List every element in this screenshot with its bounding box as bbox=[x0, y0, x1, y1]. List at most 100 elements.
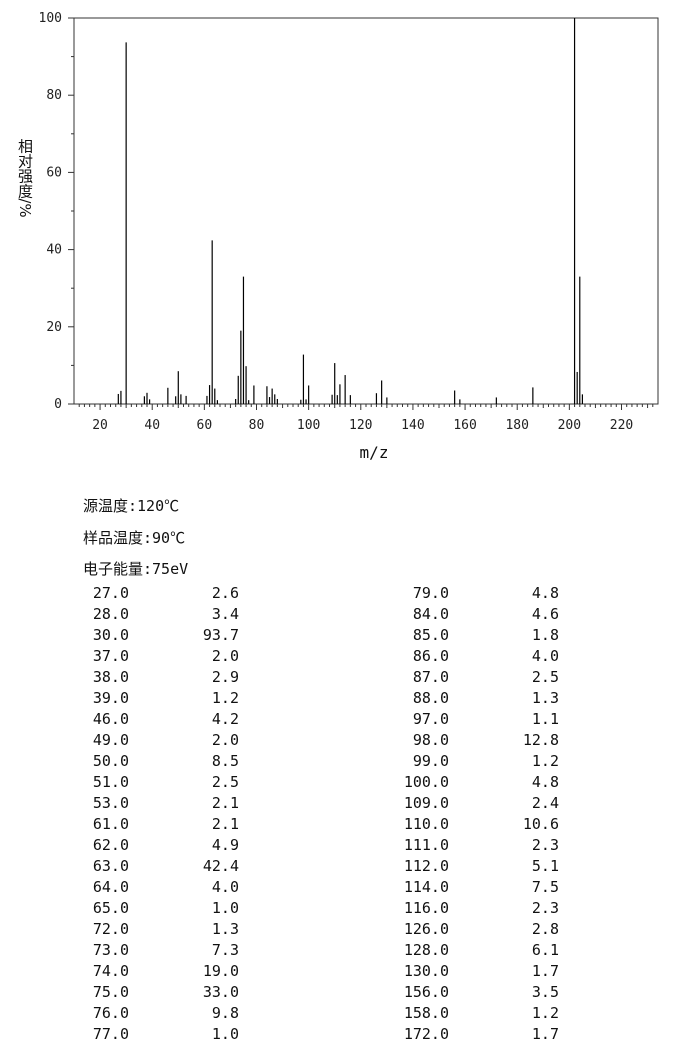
x-tick-label: 20 bbox=[92, 418, 108, 433]
intensity-cell: 6.1 bbox=[531, 941, 559, 959]
mz-cell: 110.0 bbox=[403, 815, 449, 833]
x-tick-label: 140 bbox=[401, 418, 424, 433]
mz-cell: 61.0 bbox=[92, 815, 129, 833]
intensity-cell: 2.1 bbox=[211, 794, 239, 812]
x-tick-label: 220 bbox=[610, 418, 633, 433]
intensity-cell: 4.2 bbox=[211, 710, 239, 728]
mz-cell: 49.0 bbox=[92, 731, 129, 749]
table-row: 65.0 1.0 116.0 2.3 bbox=[0, 897, 687, 918]
mz-cell: 72.0 bbox=[92, 920, 129, 938]
mz-cell: 76.0 bbox=[92, 1004, 129, 1022]
table-row: 38.0 2.9 87.0 2.5 bbox=[0, 666, 687, 687]
table-row: 51.0 2.5 100.0 4.8 bbox=[0, 771, 687, 792]
source-temperature: 源温度:120℃ bbox=[83, 497, 180, 515]
mz-cell: 128.0 bbox=[403, 941, 449, 959]
peak-table: 27.0 2.6 79.0 4.8 28.0 3.4 84.0 4.6 30.0 93.7 85.0… bbox=[0, 582, 687, 1044]
intensity-cell: 2.9 bbox=[211, 668, 239, 686]
table-row: 39.0 1.2 88.0 1.3 bbox=[0, 687, 687, 708]
mz-cell: 156.0 bbox=[403, 983, 449, 1001]
peak-bars bbox=[117, 18, 583, 404]
intensity-cell: 12.8 bbox=[522, 731, 559, 749]
mz-cell: 77.0 bbox=[92, 1025, 129, 1043]
intensity-cell: 1.1 bbox=[531, 710, 559, 728]
mz-cell: 86.0 bbox=[412, 647, 449, 665]
y-axis-label: 相对强度/% bbox=[16, 138, 34, 217]
mz-cell: 97.0 bbox=[412, 710, 449, 728]
intensity-cell: 19.0 bbox=[202, 962, 239, 980]
table-row: 63.0 42.4 112.0 5.1 bbox=[0, 855, 687, 876]
mz-cell: 158.0 bbox=[403, 1004, 449, 1022]
mz-cell: 84.0 bbox=[412, 605, 449, 623]
y-tick-label: 80 bbox=[46, 88, 62, 103]
sample-temperature: 样品温度:90℃ bbox=[83, 529, 186, 547]
mz-cell: 99.0 bbox=[412, 752, 449, 770]
mz-cell: 109.0 bbox=[403, 794, 449, 812]
intensity-cell: 7.5 bbox=[531, 878, 559, 896]
intensity-cell: 2.4 bbox=[531, 794, 559, 812]
mz-cell: 65.0 bbox=[92, 899, 129, 917]
intensity-cell: 1.7 bbox=[531, 1025, 559, 1043]
mz-cell: 53.0 bbox=[92, 794, 129, 812]
intensity-cell: 4.8 bbox=[531, 773, 559, 791]
plot-frame bbox=[73, 17, 659, 405]
intensity-cell: 1.3 bbox=[211, 920, 239, 938]
table-row: 73.0 7.3 128.0 6.1 bbox=[0, 939, 687, 960]
table-row: 72.0 1.3 126.0 2.8 bbox=[0, 918, 687, 939]
intensity-cell: 8.5 bbox=[211, 752, 239, 770]
x-tick-label: 200 bbox=[558, 418, 581, 433]
x-axis-label: m/z bbox=[360, 443, 389, 462]
mz-cell: 98.0 bbox=[412, 731, 449, 749]
y-tick-label: 20 bbox=[46, 320, 62, 335]
intensity-cell: 42.4 bbox=[202, 857, 239, 875]
table-row: 75.0 33.0 156.0 3.5 bbox=[0, 981, 687, 1002]
intensity-cell: 3.4 bbox=[211, 605, 239, 623]
intensity-cell: 2.5 bbox=[211, 773, 239, 791]
mass-spectrum-chart: 20 40 60 80 100 120 140 160 180 200 220 0 20 40 60 80 1… bbox=[16, 11, 659, 462]
mz-cell: 51.0 bbox=[92, 773, 129, 791]
mz-cell: 39.0 bbox=[92, 689, 129, 707]
intensity-cell: 93.7 bbox=[202, 626, 239, 644]
intensity-cell: 4.0 bbox=[531, 647, 559, 665]
mz-cell: 126.0 bbox=[403, 920, 449, 938]
intensity-cell: 4.0 bbox=[211, 878, 239, 896]
mz-cell: 172.0 bbox=[403, 1025, 449, 1043]
mz-cell: 30.0 bbox=[92, 626, 129, 644]
mz-cell: 75.0 bbox=[92, 983, 129, 1001]
mz-cell: 63.0 bbox=[92, 857, 129, 875]
table-row: 61.0 2.1 110.0 10.6 bbox=[0, 813, 687, 834]
x-tick-label: 180 bbox=[505, 418, 528, 433]
mz-cell: 28.0 bbox=[92, 605, 129, 623]
intensity-cell: 33.0 bbox=[202, 983, 239, 1001]
mz-cell: 73.0 bbox=[92, 941, 129, 959]
intensity-cell: 1.2 bbox=[531, 752, 559, 770]
table-row: 76.0 9.8 158.0 1.2 bbox=[0, 1002, 687, 1023]
mz-cell: 74.0 bbox=[92, 962, 129, 980]
table-row: 62.0 4.9 111.0 2.3 bbox=[0, 834, 687, 855]
table-row: 37.0 2.0 86.0 4.0 bbox=[0, 645, 687, 666]
intensity-cell: 2.5 bbox=[531, 668, 559, 686]
table-row: 46.0 4.2 97.0 1.1 bbox=[0, 708, 687, 729]
mz-cell: 46.0 bbox=[92, 710, 129, 728]
table-row: 30.0 93.7 85.0 1.8 bbox=[0, 624, 687, 645]
x-tick-label: 80 bbox=[249, 418, 265, 433]
x-tick-label: 60 bbox=[197, 418, 213, 433]
plot-border bbox=[73, 17, 659, 405]
mz-cell: 100.0 bbox=[403, 773, 449, 791]
mz-cell: 79.0 bbox=[412, 584, 449, 602]
mz-cell: 130.0 bbox=[403, 962, 449, 980]
intensity-cell: 1.2 bbox=[211, 689, 239, 707]
mz-cell: 88.0 bbox=[412, 689, 449, 707]
table-row: 49.0 2.0 98.0 12.8 bbox=[0, 729, 687, 750]
y-tick-label: 0 bbox=[54, 397, 62, 412]
mz-cell: 37.0 bbox=[92, 647, 129, 665]
intensity-cell: 7.3 bbox=[211, 941, 239, 959]
x-tick-label: 100 bbox=[297, 418, 320, 433]
mz-cell: 85.0 bbox=[412, 626, 449, 644]
intensity-cell: 2.3 bbox=[531, 836, 559, 854]
x-axis: 20 40 60 80 100 120 140 160 180 200 220 bbox=[78, 404, 654, 433]
mz-cell: 64.0 bbox=[92, 878, 129, 896]
intensity-cell: 1.8 bbox=[531, 626, 559, 644]
intensity-cell: 1.7 bbox=[531, 962, 559, 980]
table-row: 53.0 2.1 109.0 2.4 bbox=[0, 792, 687, 813]
mz-cell: 111.0 bbox=[403, 836, 449, 854]
